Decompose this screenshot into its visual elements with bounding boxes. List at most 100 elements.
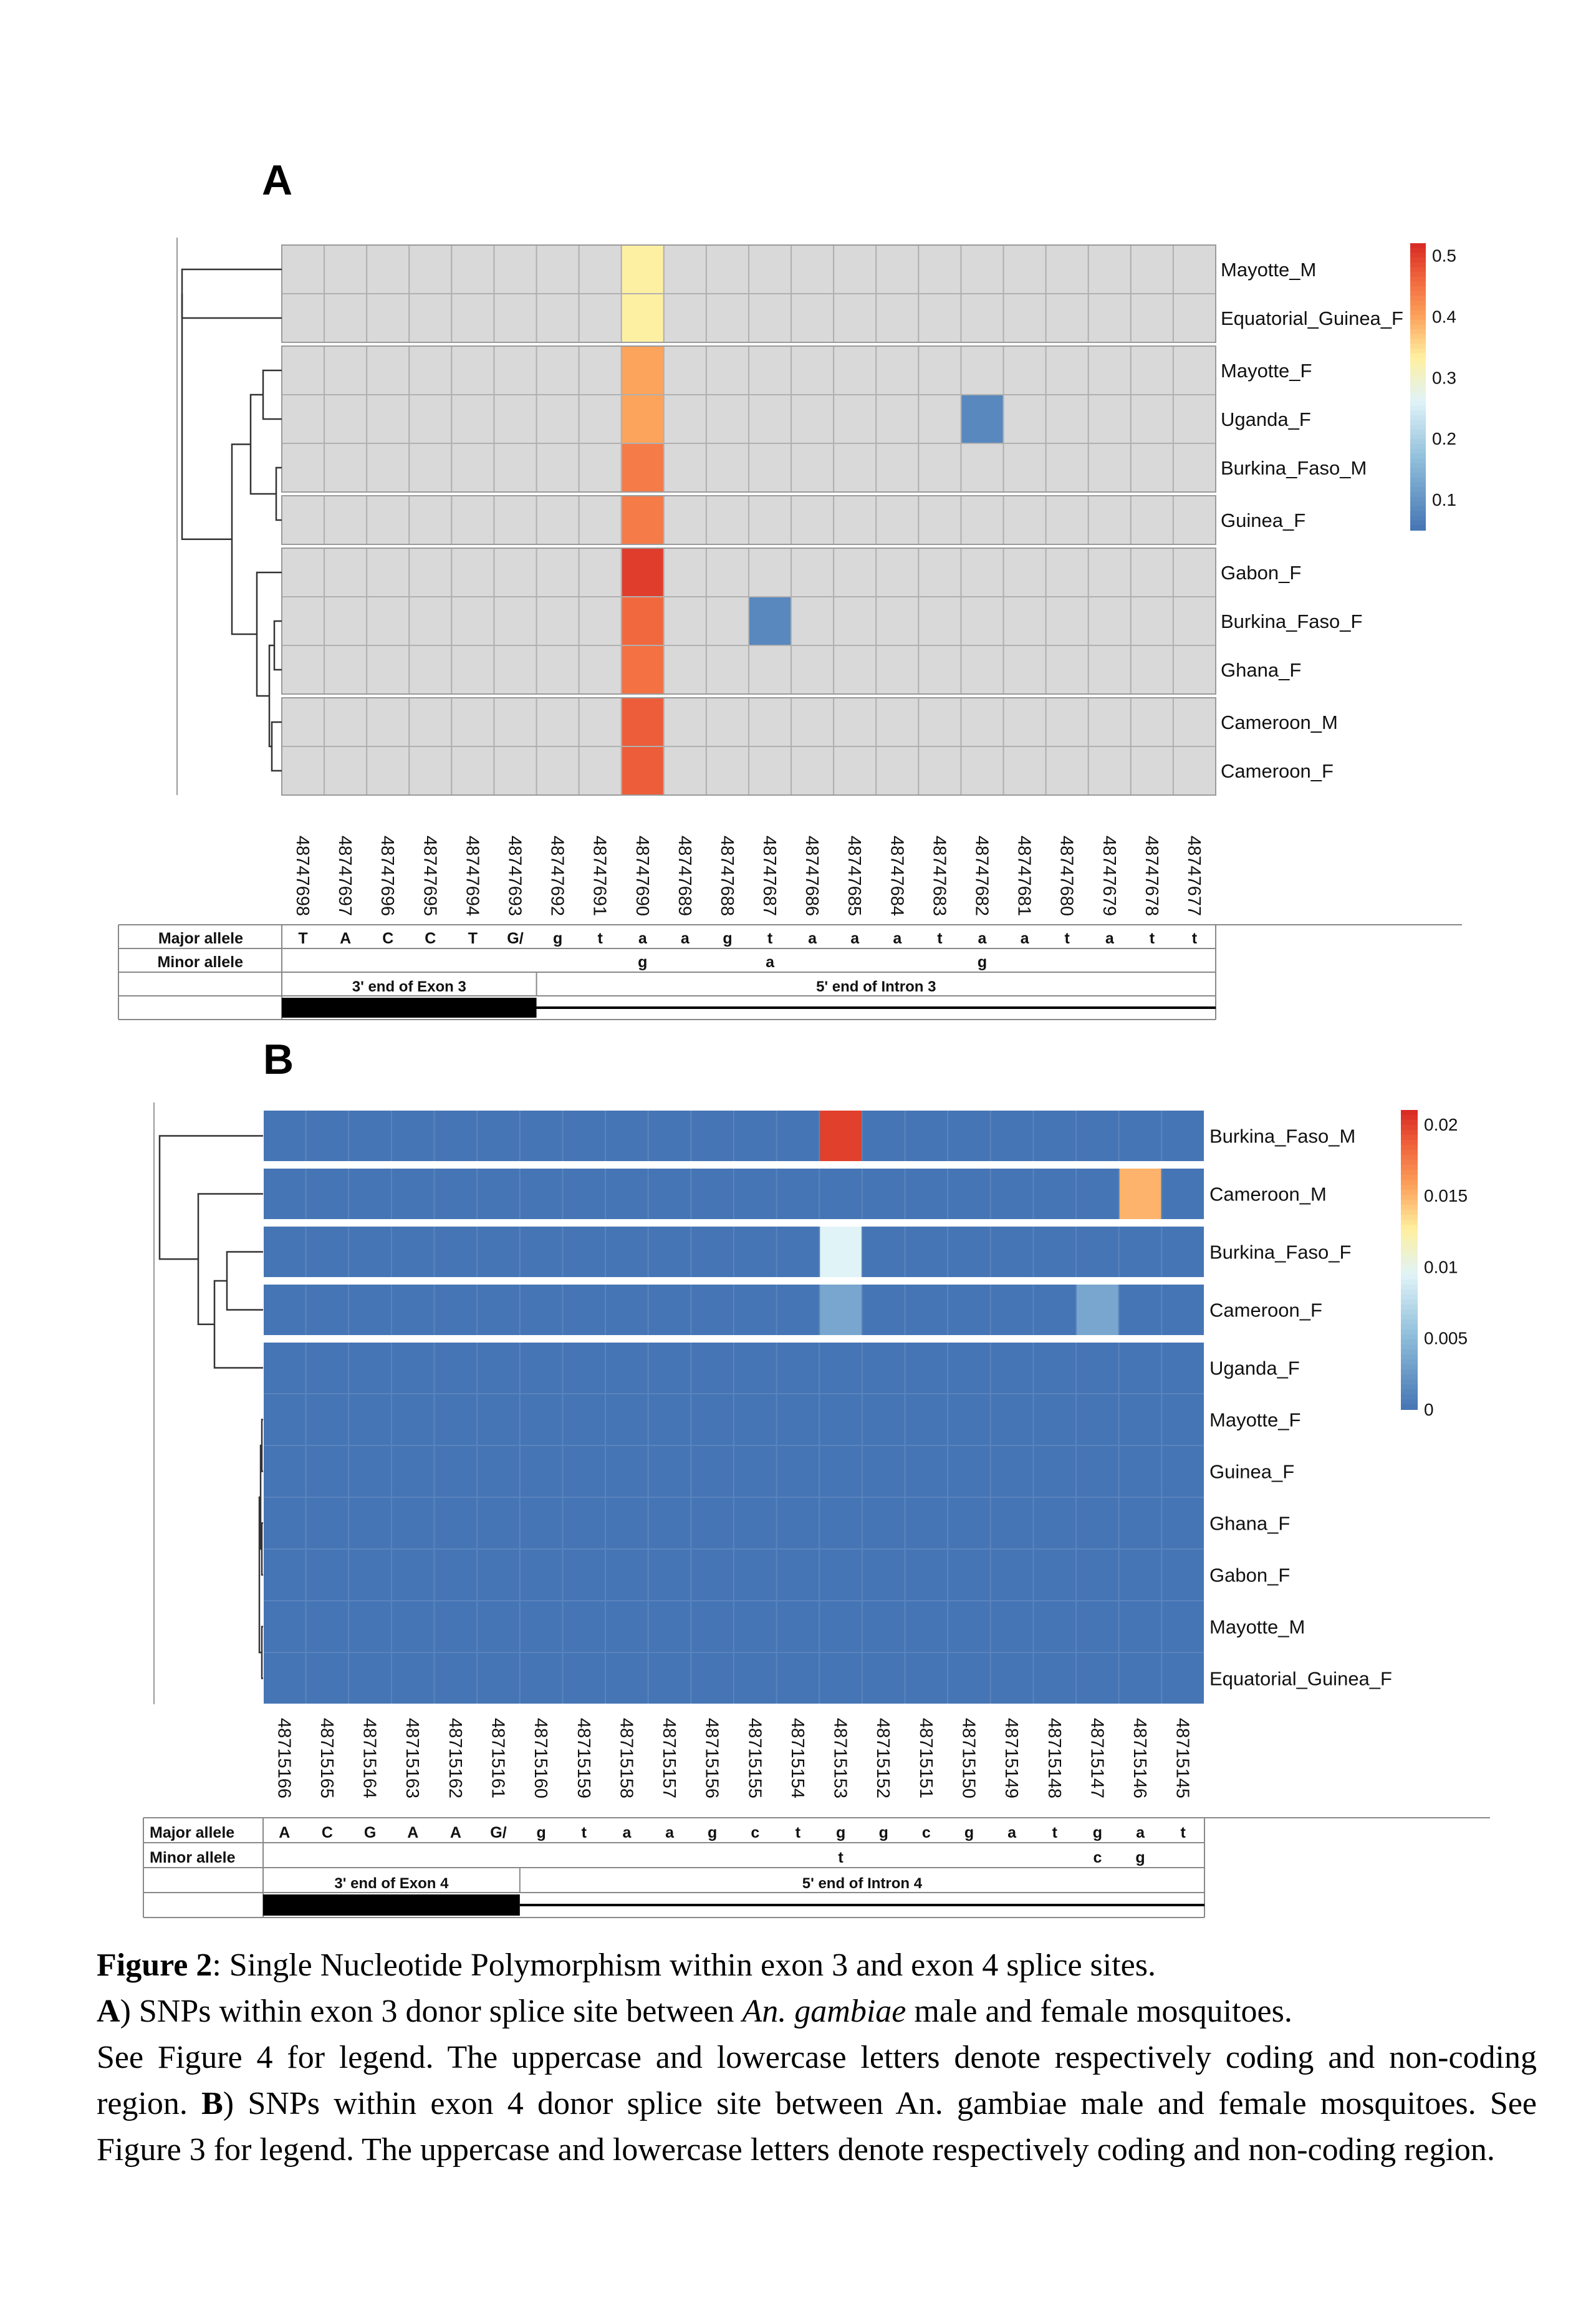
heatmap-cell (748, 443, 792, 493)
heatmap-cell (305, 1225, 350, 1278)
colorbar-segment (1410, 468, 1426, 473)
colorbar-segment (1401, 1230, 1418, 1235)
heatmap-cell (1172, 746, 1217, 796)
heatmap-cell (705, 548, 750, 597)
heatmap-cell (493, 596, 537, 646)
major-allele-base: a (622, 1824, 632, 1841)
heatmap-cell (324, 645, 368, 695)
colorbar-segment (1410, 372, 1426, 378)
heatmap-cell (324, 244, 368, 294)
heatmap-cell (947, 1600, 991, 1653)
heatmap-cell (833, 548, 877, 597)
heatmap-cell (262, 1283, 307, 1336)
heatmap-cell (562, 1283, 607, 1336)
heatmap-cell (1032, 1497, 1077, 1550)
colorbar-segment (1401, 1245, 1418, 1250)
intron-label: 5' end of Intron 3 (816, 978, 936, 995)
heatmap-cell (791, 645, 835, 695)
heatmap-cell (262, 1600, 307, 1653)
position-label: 48747698 (292, 836, 312, 916)
heatmap-cell (918, 596, 962, 646)
heatmap-cell (451, 244, 495, 294)
heatmap-cell (348, 1652, 392, 1705)
colorbar-segment (1410, 248, 1426, 254)
heatmap-cell (819, 1167, 863, 1220)
colorbar-segment (1401, 1265, 1418, 1270)
heatmap-cell (875, 596, 920, 646)
heatmap-cell (918, 394, 962, 444)
heatmap-cell (690, 1109, 734, 1162)
heatmap-cell (262, 1341, 307, 1394)
colorbar-segment (1410, 339, 1426, 344)
heatmap-cell (960, 495, 1004, 545)
heatmap-cell (408, 443, 453, 493)
heatmap-cell (819, 1497, 863, 1550)
heatmap-cell (875, 443, 920, 493)
heatmap-cell (1118, 1393, 1163, 1446)
heatmap-cell (989, 1283, 1034, 1336)
position-label: 48747690 (632, 836, 652, 916)
colorbar-segment (1401, 1280, 1418, 1285)
heatmap-cell (947, 1341, 991, 1394)
position-label: 48715151 (916, 1718, 936, 1798)
position-label: 48747680 (1057, 836, 1077, 916)
heatmap-cell (1045, 645, 1089, 695)
heatmap-cell (451, 645, 495, 695)
major-allele-base: a (850, 930, 860, 947)
heatmap-cell (562, 1167, 607, 1220)
heatmap-cell (408, 244, 453, 294)
colorbar-tick-label: 0.1 (1432, 490, 1456, 509)
colorbar-segment (1401, 1310, 1418, 1315)
heatmap-cell (451, 697, 495, 747)
heatmap-cell (705, 394, 750, 444)
dendrogram-branch (231, 443, 257, 635)
heatmap-cell (620, 345, 665, 395)
heatmap-cell (366, 495, 410, 545)
heatmap-cell (690, 1600, 734, 1653)
position-label: 48715148 (1044, 1718, 1064, 1798)
colorbar-segment (1401, 1210, 1418, 1215)
position-label: 48715146 (1130, 1718, 1150, 1798)
heatmap-cell (819, 1652, 863, 1705)
heatmap-cell (390, 1548, 435, 1601)
heatmap-cell (305, 1393, 350, 1446)
colorbar-segment (1401, 1220, 1418, 1225)
heatmap-cell (819, 1225, 863, 1278)
heatmap-cell (262, 1393, 307, 1446)
heatmap-cell (536, 596, 580, 646)
heatmap-cell (562, 1652, 607, 1705)
heatmap-cell (819, 1600, 863, 1653)
heatmap-cell (918, 645, 962, 695)
heatmap-cell (281, 697, 325, 747)
heatmap-cell (1161, 1652, 1205, 1705)
heatmap-cell (476, 1225, 521, 1278)
heatmap-cell (281, 548, 325, 597)
colorbar-segment (1401, 1290, 1418, 1295)
heatmap-cell (366, 548, 410, 597)
heatmap-cell (776, 1600, 820, 1653)
position-label: 48715164 (360, 1718, 380, 1798)
heatmap-cell (733, 1109, 777, 1162)
heatmap-cell (1075, 1497, 1120, 1550)
heatmap-cell (776, 1393, 820, 1446)
colorbar-segment (1410, 319, 1426, 326)
heatmap-cell (620, 244, 665, 294)
heatmap-cell (1130, 645, 1174, 695)
colorbar-segment (1410, 315, 1426, 321)
heatmap-cell (918, 548, 962, 597)
heatmap-cell (493, 293, 537, 343)
colorbar-segment (1401, 1369, 1418, 1375)
heatmap-cell (1032, 1393, 1077, 1446)
heatmap-cell (348, 1497, 392, 1550)
position-label: 48747679 (1099, 836, 1119, 916)
heatmap-cell (663, 394, 707, 444)
heatmap-cell (1172, 495, 1217, 545)
heatmap-cell (519, 1109, 564, 1162)
row-label: Cameroon_M (1209, 1184, 1327, 1205)
heatmap-cell (493, 394, 537, 444)
heatmap-cell (1130, 394, 1174, 444)
heatmap-cell (776, 1109, 820, 1162)
heatmap-cell (833, 495, 877, 545)
position-label: 48715149 (1001, 1718, 1021, 1798)
colorbar-segment (1401, 1225, 1418, 1230)
